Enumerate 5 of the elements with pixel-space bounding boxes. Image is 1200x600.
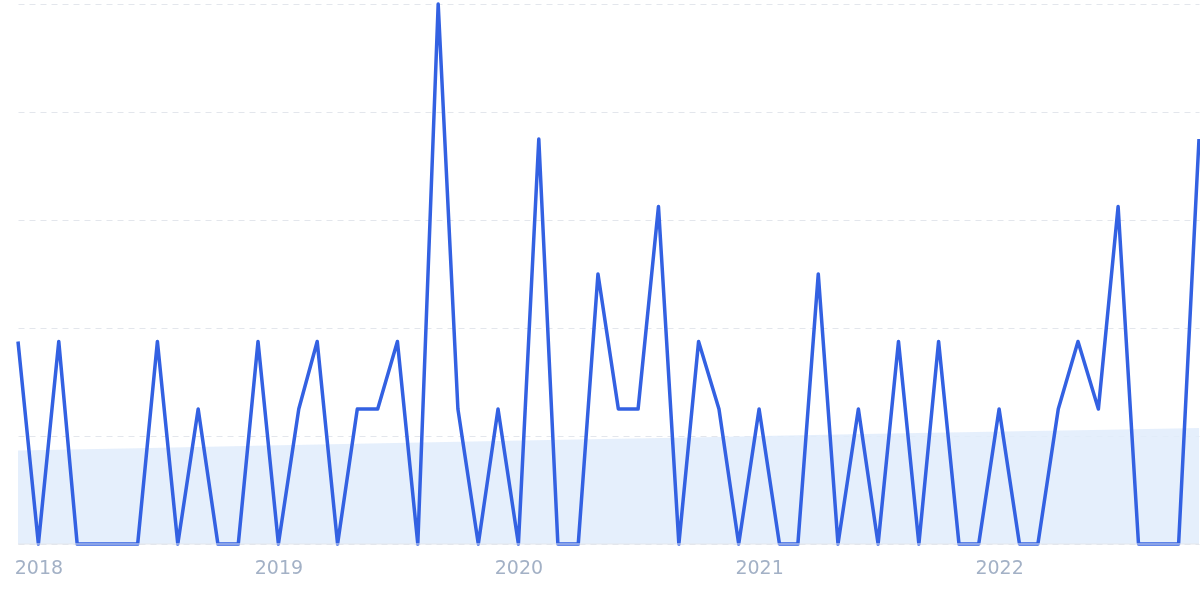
x-tick-label: 2022 bbox=[975, 555, 1024, 578]
x-tick-label: 2021 bbox=[735, 555, 784, 578]
x-tick-label: 2018 bbox=[14, 555, 64, 578]
x-tick-label: 2020 bbox=[494, 555, 544, 578]
x-tick-label: 2019 bbox=[254, 555, 304, 578]
